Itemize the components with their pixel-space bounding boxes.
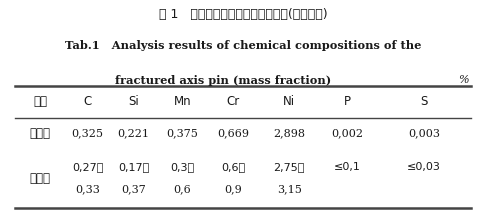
- Text: C: C: [84, 95, 91, 108]
- Text: 0,6～: 0,6～: [221, 162, 245, 172]
- Text: Ni: Ni: [283, 95, 295, 108]
- Text: 0,17～: 0,17～: [118, 162, 149, 172]
- Text: 实测值: 实测值: [30, 127, 51, 140]
- Text: ≤0,03: ≤0,03: [407, 162, 441, 172]
- Text: 标准值: 标准值: [30, 172, 51, 185]
- Text: 0,27～: 0,27～: [72, 162, 103, 172]
- Text: Tab.1   Analysis results of chemical compositions of the: Tab.1 Analysis results of chemical compo…: [65, 40, 421, 51]
- Text: ≤0,1: ≤0,1: [334, 162, 361, 172]
- Text: 0,375: 0,375: [166, 128, 198, 138]
- Text: 0,003: 0,003: [408, 128, 440, 138]
- Text: 3,15: 3,15: [277, 184, 302, 194]
- Text: 表 1   断裂轴销的化学成分分析结果(质量分数): 表 1 断裂轴销的化学成分分析结果(质量分数): [159, 8, 327, 21]
- Text: P: P: [344, 95, 351, 108]
- Text: 0,221: 0,221: [118, 128, 150, 138]
- Text: 0,669: 0,669: [217, 128, 249, 138]
- Text: Mn: Mn: [174, 95, 191, 108]
- Text: 0,33: 0,33: [75, 184, 100, 194]
- Text: Cr: Cr: [226, 95, 240, 108]
- Text: 2,898: 2,898: [273, 128, 305, 138]
- Text: fractured axis pin (mass fraction): fractured axis pin (mass fraction): [116, 75, 331, 86]
- Text: 0,002: 0,002: [331, 128, 364, 138]
- Text: 2,75～: 2,75～: [274, 162, 305, 172]
- Text: 项目: 项目: [33, 95, 47, 108]
- Text: 0,3～: 0,3～: [170, 162, 194, 172]
- Text: %: %: [458, 75, 469, 85]
- Text: S: S: [420, 95, 428, 108]
- Text: Si: Si: [128, 95, 139, 108]
- Text: 0,9: 0,9: [225, 184, 242, 194]
- Text: 0,37: 0,37: [122, 184, 146, 194]
- Text: 0,325: 0,325: [71, 128, 104, 138]
- Text: 0,6: 0,6: [174, 184, 191, 194]
